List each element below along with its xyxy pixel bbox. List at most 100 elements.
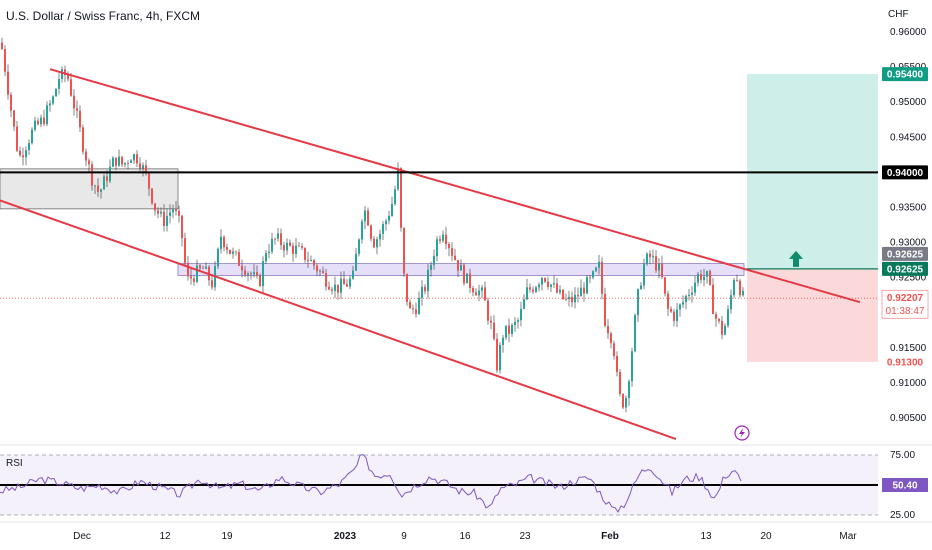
candle-body <box>736 279 738 281</box>
candle-body <box>604 293 606 326</box>
candle-body <box>466 273 468 284</box>
candle-body <box>286 242 288 251</box>
candle-body <box>571 296 573 303</box>
candle-body <box>151 188 153 204</box>
candle-body <box>709 270 711 285</box>
candle-body <box>361 221 363 240</box>
lightning-icon <box>739 428 745 438</box>
candle-body <box>205 266 207 269</box>
candle-body <box>40 117 42 125</box>
candle-body <box>517 320 519 322</box>
candle-body <box>658 263 660 271</box>
candle-body <box>532 289 534 292</box>
candle-body <box>430 264 432 270</box>
candle-body <box>667 293 669 309</box>
candle-body <box>100 189 102 192</box>
candle-body <box>670 308 672 312</box>
candle-body <box>364 210 366 222</box>
candle-body <box>229 249 231 254</box>
stop-price-label-bg <box>882 354 928 369</box>
rsi-label: RSI <box>6 458 23 469</box>
candle-body <box>622 394 624 408</box>
candle-body <box>226 247 228 250</box>
channel-lower-line <box>0 199 677 440</box>
candle-body <box>55 88 57 97</box>
candle-body <box>34 120 36 130</box>
candle-body <box>655 256 657 271</box>
candle-body <box>550 284 552 287</box>
candle-body <box>694 282 696 293</box>
candle-body <box>418 297 420 315</box>
candle-body <box>406 273 408 303</box>
candle-body <box>190 276 192 279</box>
time-tick-label: Feb <box>601 531 619 542</box>
candle-body <box>181 215 183 239</box>
candle-body <box>427 269 429 292</box>
candle-body <box>43 117 45 125</box>
candle-body <box>97 185 99 192</box>
candle-body <box>292 245 294 255</box>
candle-body <box>28 143 30 151</box>
candle-body <box>565 298 567 300</box>
candle-body <box>409 302 411 309</box>
time-tick-label: 16 <box>459 531 471 542</box>
candle-body <box>625 397 627 408</box>
candle-body <box>628 381 630 398</box>
candle-body <box>25 150 27 158</box>
candle-body <box>340 278 342 293</box>
candle-body <box>49 103 51 106</box>
time-tick-label: 20 <box>760 531 772 542</box>
candle-body <box>115 157 117 166</box>
candle-body <box>637 289 639 316</box>
candle-body <box>646 253 648 265</box>
time-tick-label: 9 <box>401 531 407 542</box>
candle-body <box>652 256 654 258</box>
candle-body <box>238 252 240 266</box>
candle-body <box>298 245 300 247</box>
candle-body <box>163 211 165 226</box>
candle-body <box>244 270 246 276</box>
entry-gray-label-bg <box>882 246 928 261</box>
candle-body <box>397 168 399 190</box>
price-tick-label: 0.95000 <box>890 97 927 108</box>
candle-body <box>82 127 84 152</box>
candle-body <box>211 280 213 288</box>
candle-body <box>619 372 621 395</box>
candle-body <box>706 270 708 277</box>
candle-body <box>505 325 507 338</box>
long-arrow-icon <box>789 250 803 267</box>
candle-body <box>448 244 450 249</box>
candle-body <box>508 325 510 335</box>
candle-body <box>94 185 96 187</box>
stop-zone <box>747 268 878 362</box>
candle-body <box>607 325 609 334</box>
currency-label: CHF <box>888 9 909 20</box>
candle-body <box>433 256 435 265</box>
candle-body <box>649 253 651 258</box>
candle-body <box>217 248 219 267</box>
candle-body <box>385 220 387 225</box>
candle-body <box>256 272 258 276</box>
candle-body <box>595 267 597 272</box>
candle-body <box>634 315 636 352</box>
price-tick-label: 0.93500 <box>890 202 927 213</box>
candle-body <box>337 284 339 293</box>
candle-body <box>367 210 369 226</box>
candle-body <box>382 224 384 234</box>
rsi-tick-label: 75.00 <box>890 450 915 461</box>
level-price-label-bg <box>882 165 928 180</box>
candle-body <box>271 238 273 252</box>
candle-body <box>472 287 474 293</box>
candle-body <box>538 284 540 288</box>
candle-body <box>583 287 585 294</box>
candle-body <box>172 208 174 213</box>
candle-body <box>319 270 321 272</box>
candle-body <box>268 251 270 254</box>
candle-body <box>295 245 297 255</box>
candle-body <box>16 126 18 151</box>
candle-body <box>202 268 204 270</box>
candle-body <box>439 239 441 241</box>
candle-body <box>592 271 594 278</box>
